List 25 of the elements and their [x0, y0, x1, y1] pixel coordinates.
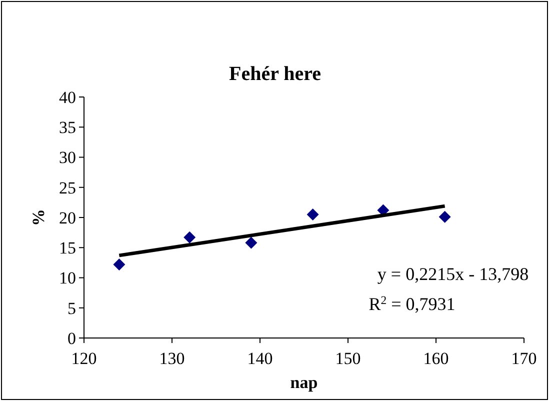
- chart-title: Fehér here: [228, 63, 322, 85]
- point: [306, 208, 319, 220]
- y-tick-label: 30: [59, 148, 76, 168]
- y-tick-label: 15: [59, 238, 76, 258]
- x-tick-label: 130: [159, 349, 185, 368]
- point: [184, 231, 196, 244]
- y-tick-label: 35: [59, 118, 76, 138]
- y-tick-label: 0: [68, 328, 76, 348]
- y-tick-label: 25: [59, 178, 76, 198]
- y-tick-label: 10: [59, 268, 76, 288]
- x-tick-label: 120: [71, 349, 97, 368]
- y-tick-label: 20: [59, 208, 76, 228]
- point: [438, 210, 451, 223]
- x-tick-label: 150: [335, 349, 361, 368]
- point: [113, 258, 126, 270]
- x-tick-label: 140: [247, 349, 273, 368]
- y-axis-title: %: [29, 209, 48, 226]
- annotation: R$^{2}$ = 0,7931: [368, 294, 456, 314]
- x-axis-title: nap: [290, 373, 318, 392]
- x-tick-label: 170: [511, 349, 537, 368]
- y-tick-label: 5: [68, 298, 76, 318]
- x-tick-label: 160: [423, 349, 449, 368]
- annotation: y = 0,2215x - 13,798: [377, 264, 529, 284]
- point: [245, 236, 258, 249]
- y-tick-label: 40: [59, 88, 76, 107]
